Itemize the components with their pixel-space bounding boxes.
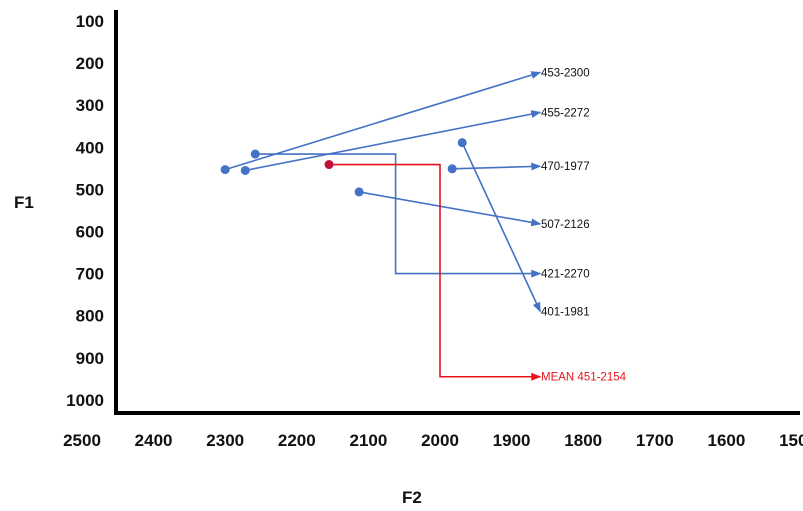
- point-label: 470-1977: [541, 161, 590, 173]
- y-tick-label: 100: [76, 12, 104, 31]
- data-point: [250, 149, 260, 159]
- mean-label: MEAN 451-2154: [541, 372, 627, 384]
- y-axis-title: F1: [14, 193, 34, 212]
- y-tick-label: 900: [76, 349, 104, 368]
- y-tick-label: 800: [76, 307, 104, 326]
- x-tick-label: 1800: [564, 431, 602, 450]
- data-series: 453-2300 455-2272 470-1977 507-2126 421-2270…: [220, 67, 627, 384]
- y-tick-label: 200: [76, 54, 104, 73]
- data-point: [240, 165, 250, 175]
- x-tick-labels: 2500 2400 2300 2200 2100 2000 1900 1800 1700 1600…: [63, 431, 803, 450]
- vowel-arrow: [452, 162, 542, 171]
- y-tick-label: 1000: [66, 391, 104, 410]
- x-tick-label: 1500: [779, 431, 803, 450]
- x-tick-label: 2300: [206, 431, 244, 450]
- x-tick-label: 2200: [278, 431, 316, 450]
- y-tick-label: 300: [76, 96, 104, 115]
- x-tick-label: 1900: [493, 431, 531, 450]
- x-tick-label: 2500: [63, 431, 101, 450]
- mean-arrow: [329, 163, 542, 381]
- y-tick-label: 600: [76, 223, 104, 242]
- data-point: [220, 165, 230, 175]
- x-tick-label: 2100: [349, 431, 387, 450]
- point-label: 453-2300: [541, 67, 590, 79]
- y-tick-label: 400: [76, 138, 104, 157]
- mean-point: [324, 160, 334, 170]
- vowel-arrow: [245, 110, 542, 172]
- y-tick-labels: 100 200 300 400 500 600 700 800 900 1000: [66, 12, 104, 410]
- x-tick-label: 2000: [421, 431, 459, 450]
- y-tick-label: 700: [76, 265, 104, 284]
- point-label: 421-2270: [541, 269, 590, 281]
- point-label: 455-2272: [541, 107, 590, 119]
- data-point: [457, 138, 467, 148]
- vowel-arrow: [358, 191, 542, 227]
- vowel-arrow: [461, 142, 541, 313]
- y-tick-label: 500: [76, 180, 104, 199]
- x-tick-label: 2400: [135, 431, 173, 450]
- x-axis-title: F2: [402, 488, 422, 507]
- point-label: 401-1981: [541, 306, 590, 318]
- x-tick-label: 1700: [636, 431, 674, 450]
- point-label: 507-2126: [541, 219, 590, 231]
- data-point: [447, 164, 457, 174]
- vowel-arrow: [255, 153, 542, 278]
- data-point: [354, 187, 364, 197]
- x-tick-label: 1600: [707, 431, 745, 450]
